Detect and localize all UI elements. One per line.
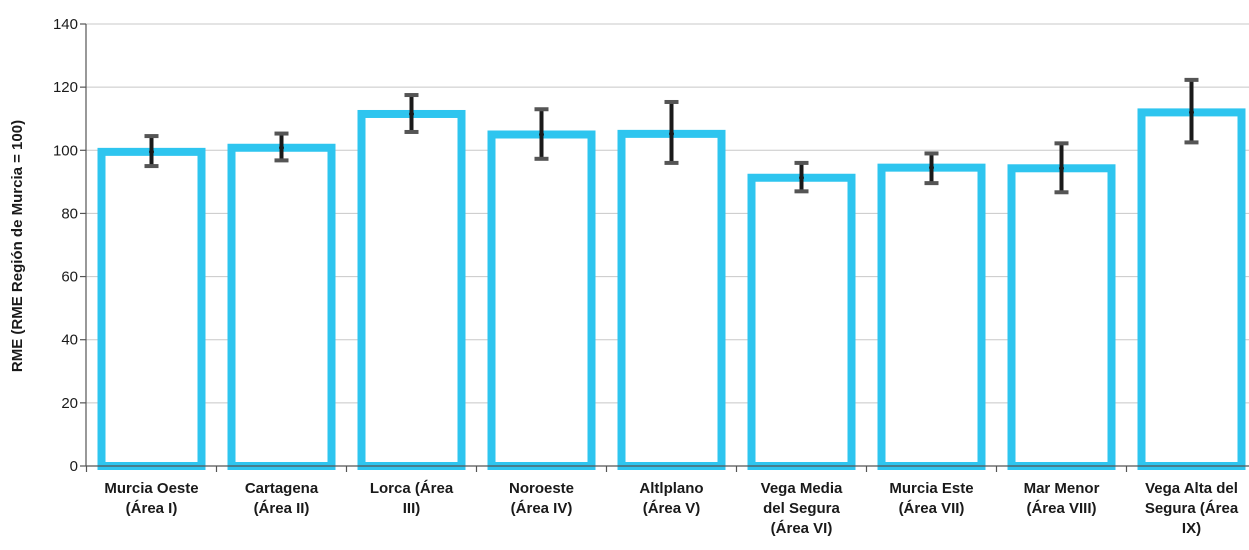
bar [747,173,856,470]
category-labels: Murcia Oeste (Área I) Cartagena (Área II) Lo… [104,480,1238,537]
point-estimate [799,175,804,181]
bar [487,130,596,470]
bars [97,108,1246,471]
bar [1137,108,1246,471]
category-label: Lorca (Área III) [370,480,454,517]
point-estimate [1189,109,1194,115]
point-estimate [539,132,544,137]
category-label: Vega Media del Segura (Área VI) [761,480,843,537]
bar [97,147,206,470]
point-estimate [929,165,934,171]
point-estimate [1059,165,1064,171]
point-estimate [669,131,674,137]
y-tick-label: 140 [53,16,78,33]
category-label: Noroeste (Área IV) [509,480,574,517]
bar [617,129,726,471]
category-label: Mar Menor (Área VIII) [1024,480,1100,517]
bar [1007,164,1116,470]
point-estimate [279,145,284,151]
bar [357,109,466,470]
category-label: Murcia Oeste (Área I) [104,480,198,517]
category-label: Cartagena (Área II) [245,480,319,517]
y-tick-label: 40 [61,332,78,349]
y-tick-label: 60 [61,269,78,286]
y-tick-label: 120 [53,79,78,96]
y-tick-label: 100 [53,142,78,159]
category-label: Altlplano (Área V) [639,480,703,517]
bar [877,163,986,470]
y-tick-label: 80 [61,205,78,222]
category-label: Vega Alta del Segura (Área IX) [1145,480,1239,537]
category-label: Murcia Este (Área VII) [889,480,973,517]
error-bars [144,77,1199,195]
y-tick-label: 20 [61,395,78,412]
y-tick-labels: 0 20 40 60 80 100 120 140 [53,16,78,475]
point-estimate [149,149,154,155]
bar [227,143,336,470]
point-estimate [409,111,414,117]
y-axis-title: RME (RME Región de Murcia = 100) [9,120,26,372]
y-tick-label: 0 [70,458,78,475]
axes [80,23,1249,472]
